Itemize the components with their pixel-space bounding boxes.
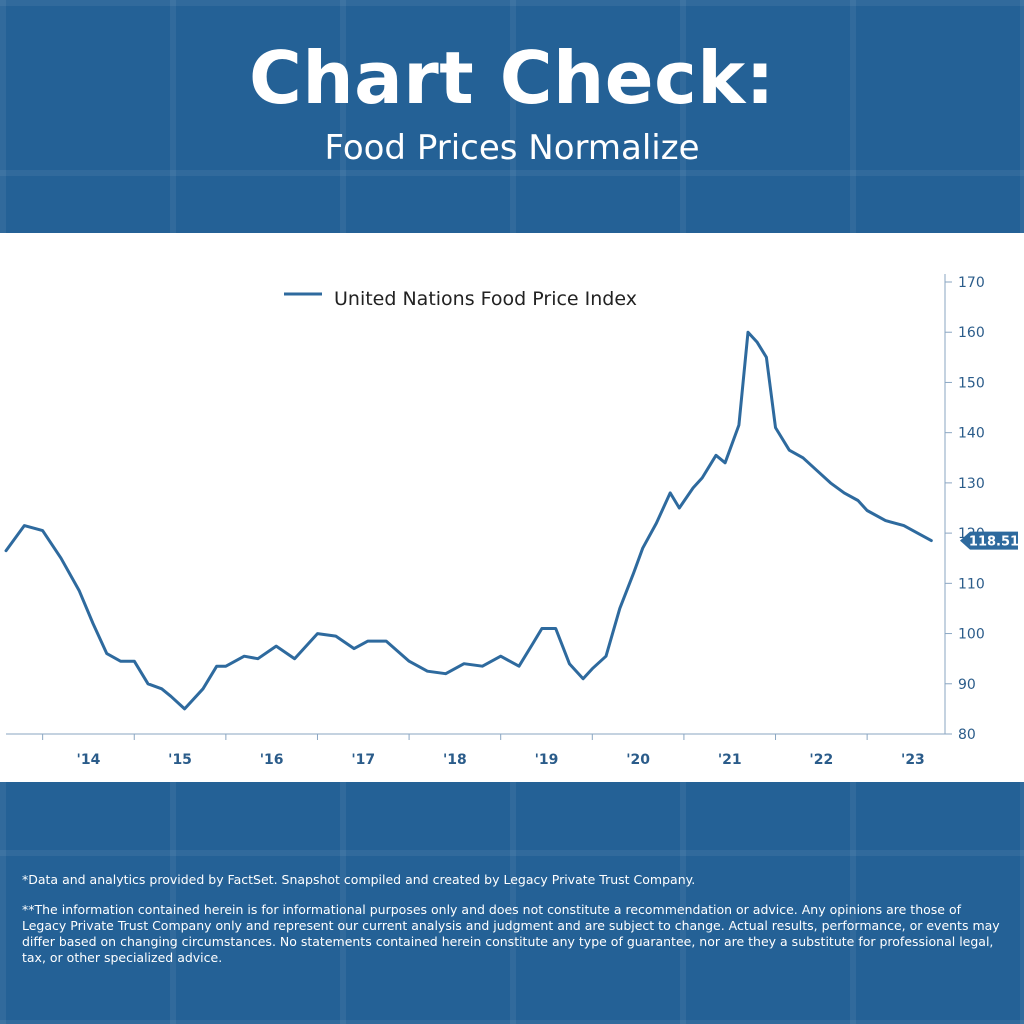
y-tick-label: 90 [958,677,976,693]
y-tick-label: 150 [958,375,985,391]
disclaimer-note: **The information contained herein is fo… [22,902,1000,965]
y-tick-label: 160 [958,325,985,341]
y-tick-label: 170 [958,275,985,291]
x-tick-label: '20 [626,752,650,768]
data-source-note: *Data and analytics provided by FactSet.… [22,872,696,887]
x-tick-label: '18 [443,752,467,768]
x-tick-label: '19 [535,752,559,768]
x-tick-label: '17 [351,752,375,768]
y-tick-label: 140 [958,426,985,442]
x-tick-label: '22 [809,752,833,768]
last-value-badge [960,531,1018,550]
x-tick-label: '23 [901,752,925,768]
x-tick-label: '16 [260,752,284,768]
y-tick-label: 80 [958,727,976,743]
y-tick-label: 110 [958,576,985,592]
header: Chart Check: Food Prices Normalize [0,0,1024,232]
series-line-food-price-index [4,330,933,711]
chart-panel: 1701601501401301201101009080'14'15'16'17… [0,233,1024,782]
x-tick-label: '14 [77,752,101,768]
y-tick-label: 100 [958,627,985,643]
page-title: Chart Check: [249,36,775,120]
x-tick-label: '15 [168,752,192,768]
x-tick-label: '21 [718,752,742,768]
y-tick-label: 130 [958,476,985,492]
food-price-chart: 1701601501401301201101009080'14'15'16'17… [4,274,1019,768]
last-value-label: 118.51 [969,535,1019,550]
footer: *Data and analytics provided by FactSet.… [22,872,1006,980]
page-subtitle: Food Prices Normalize [324,128,700,168]
legend-label: United Nations Food Price Index [334,288,637,310]
